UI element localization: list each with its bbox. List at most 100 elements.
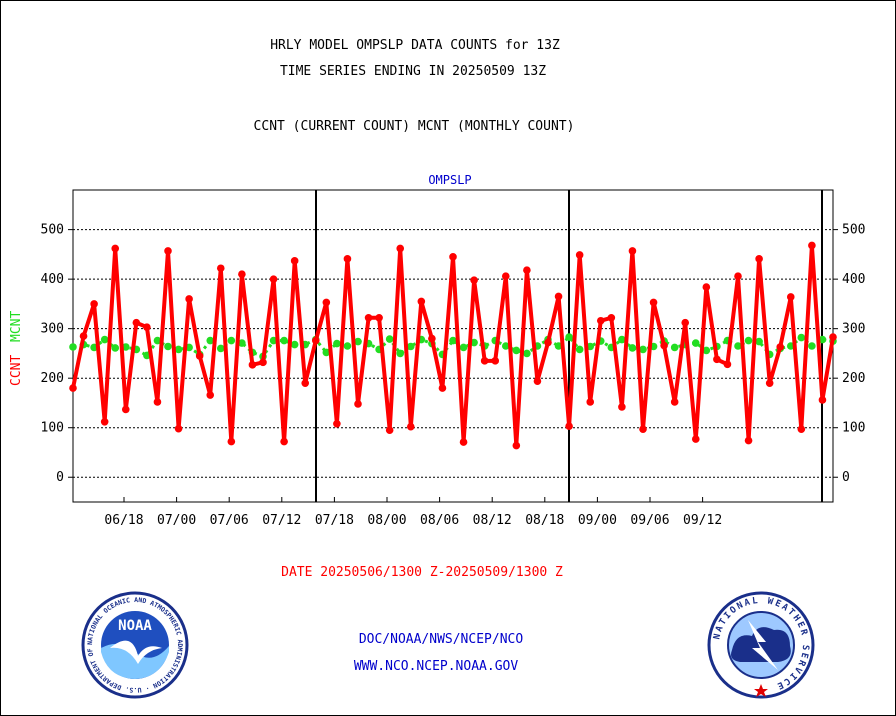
ccnt-point	[470, 276, 478, 284]
ccnt-point	[744, 436, 753, 445]
y-tick-label-left: 200	[41, 371, 64, 386]
ccnt-point	[269, 275, 278, 283]
ccnt-point	[259, 358, 267, 367]
mcnt-point	[121, 343, 130, 351]
ccnt-point	[607, 313, 616, 322]
y-axis-label-mcnt: MCNT	[9, 311, 24, 342]
y-axis-label-ccnt: CCNT	[9, 355, 24, 386]
mcnt-point	[354, 337, 362, 346]
ccnt-point	[216, 264, 225, 273]
ccnt-point	[670, 398, 679, 406]
ccnt-point	[723, 360, 732, 369]
mcnt-point	[818, 335, 827, 344]
x-tick-label: 08/12	[473, 513, 512, 528]
mcnt-point	[618, 335, 626, 344]
ccnt-point	[174, 424, 183, 433]
ccnt-point	[364, 313, 373, 322]
x-tick-label: 09/06	[630, 513, 669, 528]
mcnt-point	[322, 348, 331, 357]
mcnt-point	[280, 336, 288, 345]
ccnt-point	[396, 244, 405, 253]
header-line-1: HRLY MODEL OMPSLP DATA COUNTS for 13Z	[270, 38, 560, 53]
ccnt-point	[829, 333, 837, 341]
mcnt-point	[449, 336, 457, 345]
ccnt-point	[206, 391, 215, 399]
ccnt-point	[100, 417, 109, 426]
mcnt-point	[406, 342, 415, 351]
y-tick-label-right: 100	[842, 421, 865, 436]
ccnt-point	[575, 251, 584, 259]
mcnt-point	[755, 337, 763, 346]
ccnt-point	[322, 298, 331, 307]
x-tick-label: 07/00	[157, 513, 196, 528]
mcnt-point	[290, 340, 299, 349]
y-tick-label-left: 500	[41, 223, 64, 238]
ccnt-point	[501, 272, 510, 280]
org-path-link[interactable]: DOC/NOAA/NWS/NCEP/NCO	[358, 632, 524, 647]
ccnt-point	[143, 323, 151, 331]
ccnt-point	[797, 425, 806, 434]
ccnt-point	[818, 396, 827, 404]
mcnt-point	[639, 345, 647, 354]
ccnt-point	[459, 438, 468, 446]
ccnt-point	[111, 244, 120, 253]
ccnt-point	[248, 361, 257, 369]
ccnt-point	[227, 437, 236, 446]
ccnt-point	[681, 318, 690, 327]
ccnt-point	[691, 435, 700, 443]
y-tick-label-right: 300	[842, 322, 865, 337]
ccnt-point	[765, 379, 774, 387]
ccnt-point	[280, 437, 288, 446]
x-tick-label: 07/18	[315, 513, 354, 528]
ccnt-point	[375, 313, 383, 322]
x-tick-label: 08/06	[420, 513, 459, 528]
ccnt-point	[238, 270, 246, 278]
x-tick-label: 06/18	[104, 513, 143, 528]
ccnt-point	[79, 332, 88, 340]
ccnt-point	[565, 422, 573, 431]
ccnt-point	[808, 241, 816, 250]
x-tick-label: 07/12	[262, 513, 301, 528]
x-tick-label: 09/00	[578, 513, 617, 528]
ccnt-point	[734, 272, 742, 280]
ccnt-point	[132, 318, 141, 327]
ccnt-point	[702, 283, 711, 291]
noaa-logo: NATIONAL OCEANIC AND ATMOSPHERIC ADMINIS…	[80, 590, 189, 699]
ccnt-point	[290, 257, 299, 265]
mcnt-point	[628, 344, 637, 352]
mcnt-point	[69, 343, 77, 351]
mcnt-point	[396, 349, 405, 358]
ccnt-point	[491, 357, 500, 365]
mcnt-point	[512, 346, 521, 355]
date-range-label: DATE 20250506/1300 Z-20250509/1300 Z	[281, 565, 563, 580]
y-tick-label-right: 400	[842, 272, 865, 287]
mcnt-point	[744, 336, 753, 345]
ccnt-point	[618, 403, 626, 411]
ccnt-point	[544, 338, 552, 347]
ccnt-point	[660, 341, 668, 350]
ccnt-point	[628, 247, 637, 255]
chart-title: OMPSLP	[428, 173, 471, 187]
ccnt-point	[185, 295, 193, 303]
ccnt-point	[755, 255, 763, 263]
ccnt-point	[333, 419, 341, 428]
website-link[interactable]: WWW.NCO.NCEP.NOAA.GOV	[353, 659, 519, 674]
y-tick-label-left: 300	[41, 322, 64, 337]
ccnt-point	[523, 266, 531, 275]
x-tick-label: 09/12	[683, 513, 722, 528]
y-tick-label-left: 0	[56, 470, 64, 485]
mcnt-point	[470, 338, 478, 347]
ccnt-point	[164, 247, 172, 255]
ccnt-point	[586, 398, 595, 406]
ccnt-point	[649, 298, 658, 307]
ccnt-point	[639, 425, 647, 434]
y-tick-label-right: 200	[842, 371, 865, 386]
x-tick-label: 07/06	[210, 513, 249, 528]
ccnt-point	[121, 405, 130, 414]
ccnt-point	[69, 384, 77, 392]
mcnt-point	[670, 343, 679, 352]
ccnt-point	[776, 343, 785, 351]
ccnt-point	[449, 253, 457, 261]
ccnt-point	[438, 384, 447, 392]
